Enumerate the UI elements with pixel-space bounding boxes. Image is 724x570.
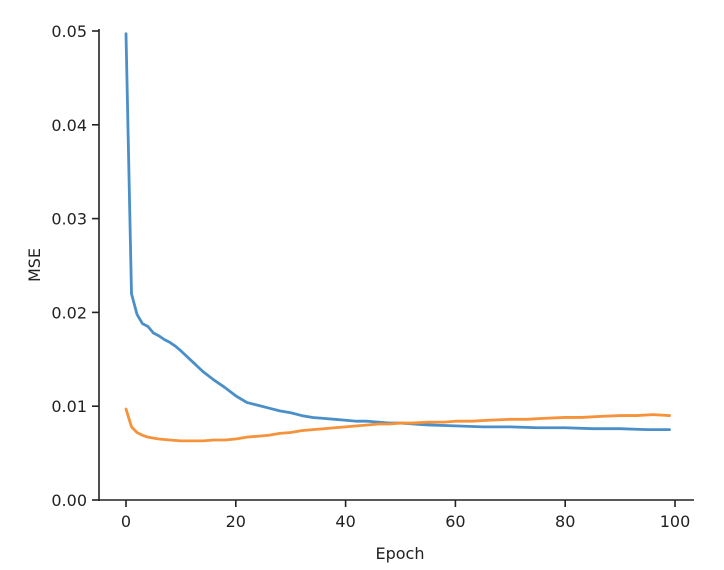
y-tick-label: 0.02	[51, 303, 87, 322]
series-line-2	[124, 407, 671, 443]
y-tick-label: 0.05	[51, 22, 87, 41]
series-group	[124, 32, 671, 443]
x-tick-label: 40	[335, 512, 355, 531]
y-tick-label: 0.04	[51, 116, 87, 135]
x-tick-label: 20	[226, 512, 246, 531]
y-axis: 0.00 0.01 0.02 0.03 0.04 0.05	[51, 22, 100, 510]
x-tick-label: 100	[660, 512, 691, 531]
y-ticks: 0.00 0.01 0.02 0.03 0.04 0.05	[51, 22, 99, 510]
y-tick-label: 0.01	[51, 397, 87, 416]
y-tick-label: 0.00	[51, 491, 87, 510]
x-tick-label: 0	[121, 512, 131, 531]
x-tick-label: 60	[445, 512, 465, 531]
x-tick-label: 80	[555, 512, 575, 531]
x-axis-title: Epoch	[376, 544, 425, 563]
plot-area	[124, 32, 671, 443]
series-line-1	[124, 32, 671, 432]
x-axis: 0 20 40 60 80 100	[99, 499, 694, 531]
x-ticks: 0 20 40 60 80 100	[121, 500, 690, 531]
y-axis-title: MSE	[25, 248, 44, 282]
y-tick-label: 0.03	[51, 210, 87, 229]
